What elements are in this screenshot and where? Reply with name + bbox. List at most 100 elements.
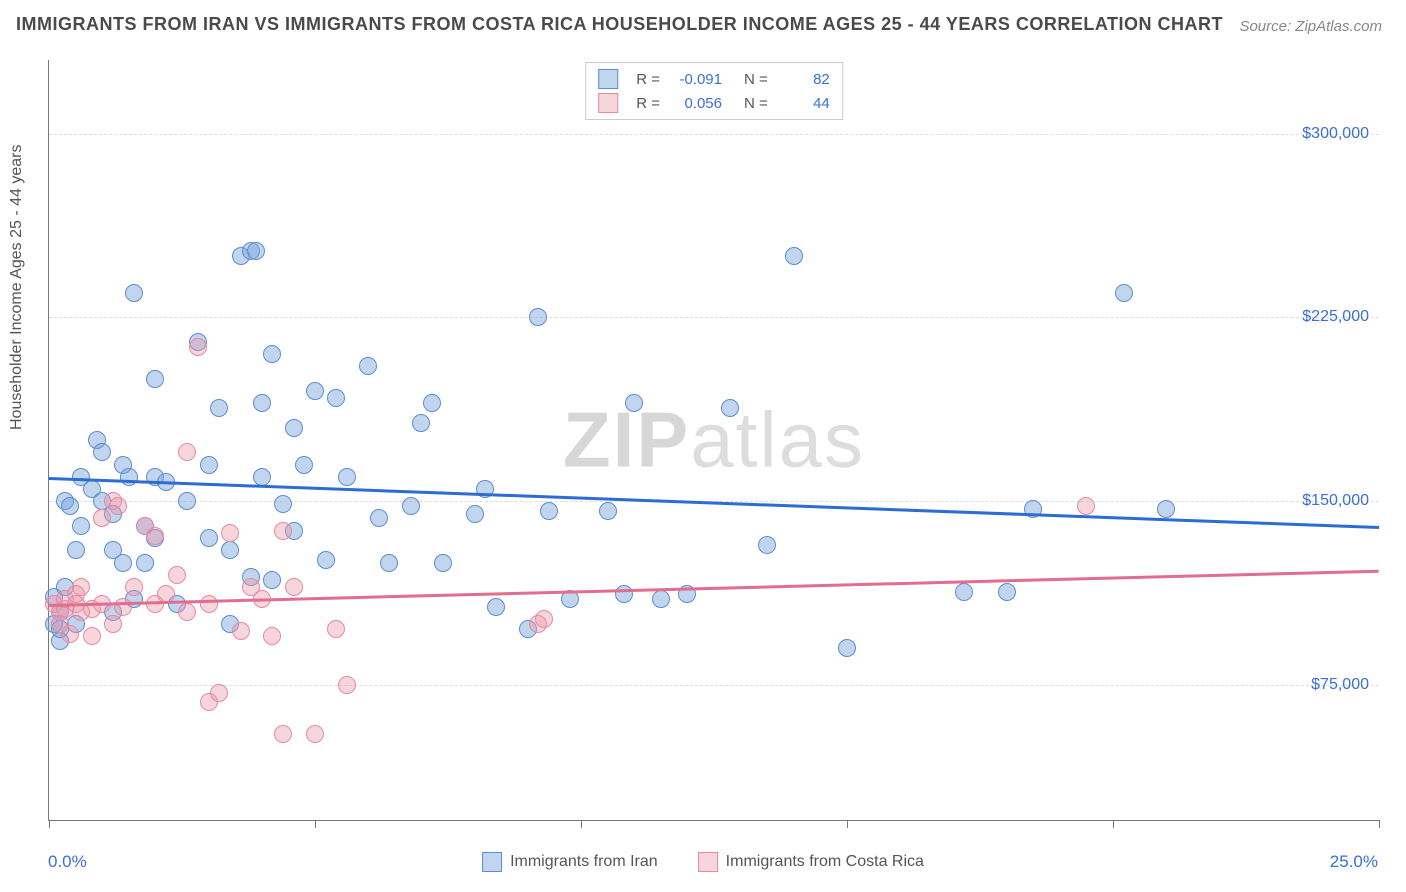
data-point-costa_rica <box>274 522 292 540</box>
data-point-costa_rica <box>1077 497 1095 515</box>
x-tick <box>1379 820 1380 828</box>
x-axis-max: 25.0% <box>1330 852 1378 872</box>
data-point-iran <box>327 389 345 407</box>
legend-swatch <box>598 69 618 89</box>
data-point-costa_rica <box>61 625 79 643</box>
data-point-iran <box>146 370 164 388</box>
watermark: ZIPatlas <box>563 395 865 486</box>
data-point-costa_rica <box>178 443 196 461</box>
data-point-costa_rica <box>109 497 127 515</box>
data-point-iran <box>402 497 420 515</box>
data-point-costa_rica <box>168 566 186 584</box>
x-axis-min: 0.0% <box>48 852 87 872</box>
y-tick-label: $150,000 <box>1302 492 1369 510</box>
data-point-costa_rica <box>189 338 207 356</box>
trendline-iran <box>49 477 1379 529</box>
series-legend: Immigrants from Iran Immigrants from Cost… <box>482 852 924 872</box>
data-point-costa_rica <box>232 622 250 640</box>
gridline <box>49 685 1379 686</box>
data-point-iran <box>125 284 143 302</box>
data-point-costa_rica <box>327 620 345 638</box>
data-point-iran <box>136 554 154 572</box>
data-point-iran <box>285 419 303 437</box>
data-point-iran <box>370 509 388 527</box>
n-label: N = <box>744 95 768 112</box>
data-point-iran <box>306 382 324 400</box>
y-tick-label: $225,000 <box>1302 308 1369 326</box>
data-point-iran <box>61 497 79 515</box>
data-point-costa_rica <box>535 610 553 628</box>
data-point-costa_rica <box>274 725 292 743</box>
data-point-iran <box>838 639 856 657</box>
data-point-iran <box>221 541 239 559</box>
data-point-iran <box>114 554 132 572</box>
data-point-iran <box>423 394 441 412</box>
data-point-iran <box>955 583 973 601</box>
data-point-iran <box>758 536 776 554</box>
data-point-iran <box>338 468 356 486</box>
data-point-iran <box>200 456 218 474</box>
r-value: 0.056 <box>670 95 722 112</box>
x-tick <box>49 820 50 828</box>
x-tick <box>847 820 848 828</box>
n-label: N = <box>744 71 768 88</box>
data-point-costa_rica <box>114 598 132 616</box>
data-point-iran <box>1115 284 1133 302</box>
data-point-iran <box>317 551 335 569</box>
data-point-costa_rica <box>285 578 303 596</box>
data-point-iran <box>274 495 292 513</box>
source-label: Source: ZipAtlas.com <box>1239 18 1382 35</box>
r-label: R = <box>636 95 660 112</box>
data-point-iran <box>466 505 484 523</box>
legend-swatch <box>698 852 718 872</box>
data-point-iran <box>72 517 90 535</box>
data-point-costa_rica <box>221 524 239 542</box>
data-point-iran <box>412 414 430 432</box>
data-point-iran <box>200 529 218 547</box>
data-point-costa_rica <box>338 676 356 694</box>
correlation-legend: R =-0.091N =82R =0.056N =44 <box>585 62 843 120</box>
series-legend-item-iran: Immigrants from Iran <box>482 852 658 872</box>
corr-legend-row-iran: R =-0.091N =82 <box>598 67 830 91</box>
chart-title: IMMIGRANTS FROM IRAN VS IMMIGRANTS FROM … <box>16 14 1223 35</box>
gridline <box>49 317 1379 318</box>
data-point-costa_rica <box>263 627 281 645</box>
plot-area: ZIPatlas R =-0.091N =82R =0.056N =44 $75… <box>48 60 1379 821</box>
data-point-iran <box>210 399 228 417</box>
data-point-costa_rica <box>210 684 228 702</box>
data-point-iran <box>721 399 739 417</box>
y-tick-label: $75,000 <box>1311 676 1369 694</box>
data-point-costa_rica <box>306 725 324 743</box>
data-point-iran <box>178 492 196 510</box>
data-point-costa_rica <box>178 603 196 621</box>
data-point-iran <box>998 583 1016 601</box>
y-axis-label: Householder Income Ages 25 - 44 years <box>8 145 26 431</box>
data-point-iran <box>263 345 281 363</box>
n-value: 82 <box>778 71 830 88</box>
data-point-iran <box>487 598 505 616</box>
legend-swatch <box>598 93 618 113</box>
data-point-iran <box>253 468 271 486</box>
data-point-costa_rica <box>72 578 90 596</box>
data-point-iran <box>120 468 138 486</box>
gridline <box>49 134 1379 135</box>
data-point-iran <box>93 443 111 461</box>
series-label: Immigrants from Iran <box>510 853 658 870</box>
corr-legend-row-costa_rica: R =0.056N =44 <box>598 91 830 115</box>
data-point-costa_rica <box>83 627 101 645</box>
series-label: Immigrants from Costa Rica <box>726 853 924 870</box>
data-point-iran <box>652 590 670 608</box>
data-point-iran <box>67 541 85 559</box>
y-tick-label: $300,000 <box>1302 125 1369 143</box>
data-point-costa_rica <box>146 527 164 545</box>
data-point-iran <box>625 394 643 412</box>
data-point-iran <box>540 502 558 520</box>
data-point-costa_rica <box>200 595 218 613</box>
data-point-costa_rica <box>125 578 143 596</box>
data-point-costa_rica <box>93 509 111 527</box>
data-point-iran <box>380 554 398 572</box>
data-point-iran <box>1157 500 1175 518</box>
data-point-iran <box>263 571 281 589</box>
x-tick <box>1113 820 1114 828</box>
data-point-costa_rica <box>104 615 122 633</box>
